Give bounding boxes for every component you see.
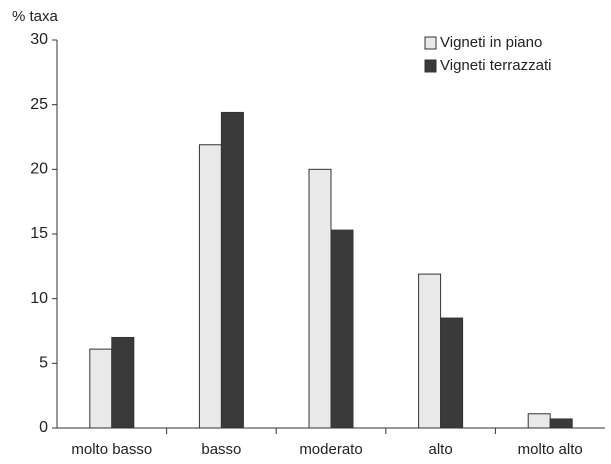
- x-tick-label: molto basso: [71, 441, 152, 458]
- bar: [418, 273, 442, 429]
- y-tick-label: 10: [30, 290, 48, 307]
- legend-swatch: [424, 59, 437, 73]
- bar: [220, 111, 244, 429]
- legend-label: Vigneti in piano: [440, 34, 542, 51]
- legend-swatch: [424, 36, 437, 50]
- bar: [440, 317, 464, 429]
- x-tick-label: basso: [201, 441, 241, 458]
- x-tick-label: alto: [429, 441, 453, 458]
- y-tick-label: 0: [39, 419, 48, 436]
- bar: [549, 418, 573, 429]
- bar: [330, 229, 354, 429]
- y-tick-label: 15: [30, 225, 48, 242]
- bar: [111, 336, 135, 429]
- bar: [198, 144, 222, 429]
- bar: [89, 348, 113, 429]
- y-tick-label: 25: [30, 96, 48, 113]
- y-tick-label: 20: [30, 161, 48, 178]
- y-axis-label: % taxa: [12, 8, 59, 25]
- legend-label: Vigneti terrazzati: [440, 57, 551, 74]
- y-tick-label: 5: [39, 355, 48, 372]
- y-tick-label: 30: [30, 31, 48, 48]
- bar: [308, 168, 332, 429]
- bar: [527, 413, 551, 429]
- x-tick-label: molto alto: [518, 441, 583, 458]
- x-tick-label: moderato: [299, 441, 362, 458]
